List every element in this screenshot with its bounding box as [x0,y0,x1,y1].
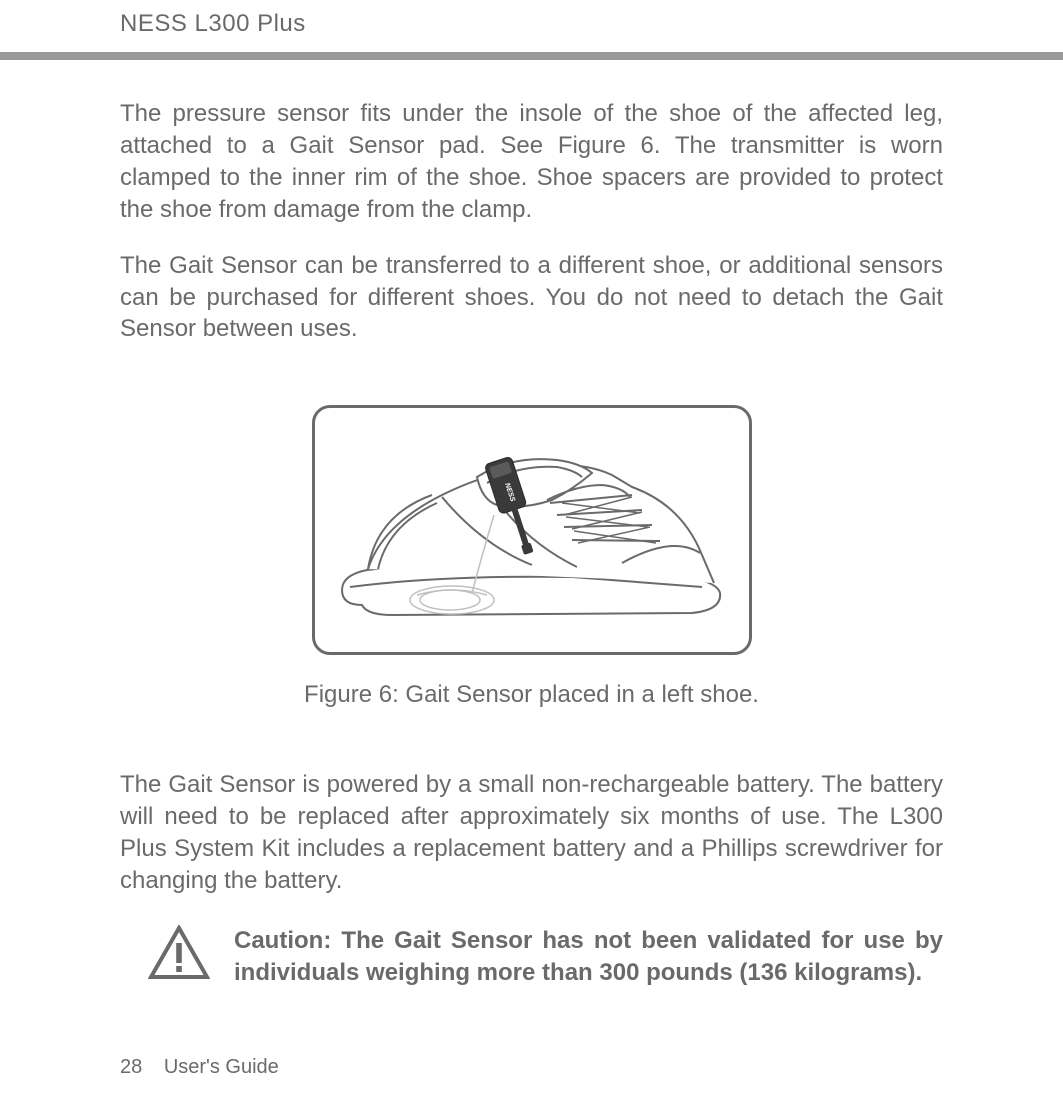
paragraph-3: The Gait Sensor is powered by a small no… [120,769,943,897]
figure-6-container: NESS Figure 6: Gait Sensor placed in a l… [120,405,943,709]
figure-6-caption: Figure 6: Gait Sensor placed in a left s… [304,681,759,709]
page-content: The pressure sensor fits under the insol… [0,60,1063,989]
caution-icon [148,925,210,986]
shoe-diagram: NESS [322,415,742,645]
paragraph-2: The Gait Sensor can be transferred to a … [120,250,943,346]
page-number: 28 [120,1056,142,1078]
figure-6-frame: NESS [312,405,752,655]
header-separator [0,52,1063,60]
guide-label: User's Guide [164,1056,279,1078]
document-header-title: NESS L300 Plus [120,10,1063,38]
paragraph-1: The pressure sensor fits under the insol… [120,98,943,226]
caution-text: Caution: The Gait Sensor has not been va… [234,925,943,989]
page-footer: 28 User's Guide [120,1056,279,1079]
caution-block: Caution: The Gait Sensor has not been va… [120,925,943,989]
